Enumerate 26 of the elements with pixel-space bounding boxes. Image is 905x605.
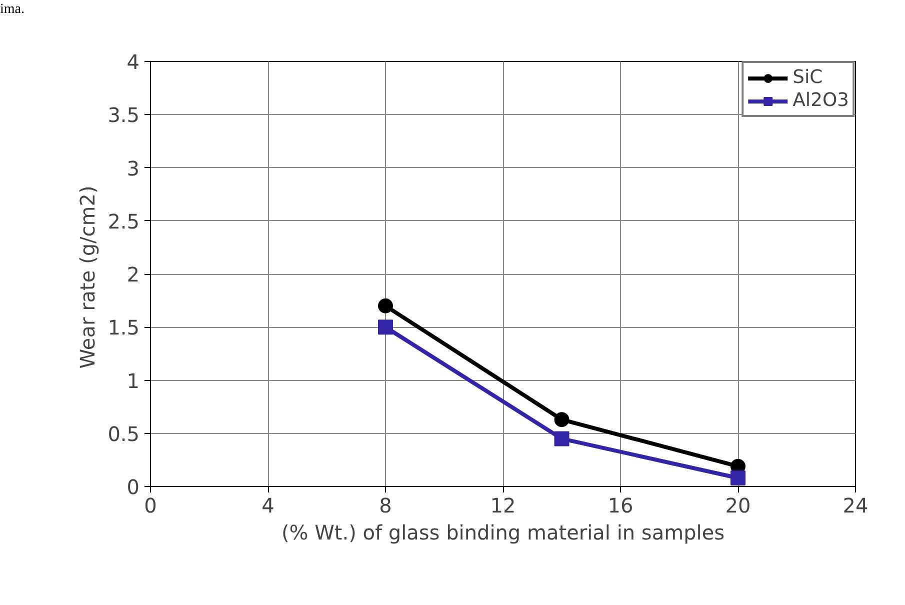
y-tick-label: 1.5 — [108, 316, 140, 340]
y-tick-label: 2 — [126, 262, 140, 286]
x-tick-label: 8 — [379, 494, 392, 518]
point — [378, 320, 393, 335]
y-tick-label: 2.5 — [108, 209, 140, 234]
text: ima. — [0, 1, 24, 19]
y-tick-label: 4 — [126, 50, 140, 74]
x-tick-label: 12 — [490, 494, 516, 518]
legend-label: Al2O3 — [792, 90, 849, 111]
point — [554, 412, 570, 428]
y-axis-title: Wear rate (g/cm2) — [76, 186, 100, 369]
y-tick-label: 0 — [126, 475, 140, 499]
point — [730, 470, 746, 486]
x-tick-label: 4 — [262, 494, 274, 518]
point — [378, 298, 393, 314]
x-tick-label: 16 — [608, 494, 634, 518]
x-axis-title: (% Wt.) of glass binding material in samples — [281, 520, 725, 544]
y-tick-label: 0.5 — [108, 422, 140, 446]
x-tick-label: 0 — [144, 494, 157, 518]
y-tick-label: 3 — [126, 156, 140, 180]
x-tick-label: 20 — [725, 494, 751, 518]
point — [554, 431, 570, 446]
x-tick-label: 24 — [842, 494, 868, 518]
legend-label: SiC — [792, 67, 823, 88]
y-tick-label: 3.5 — [108, 103, 140, 128]
y-tick-label: 1 — [126, 368, 140, 393]
